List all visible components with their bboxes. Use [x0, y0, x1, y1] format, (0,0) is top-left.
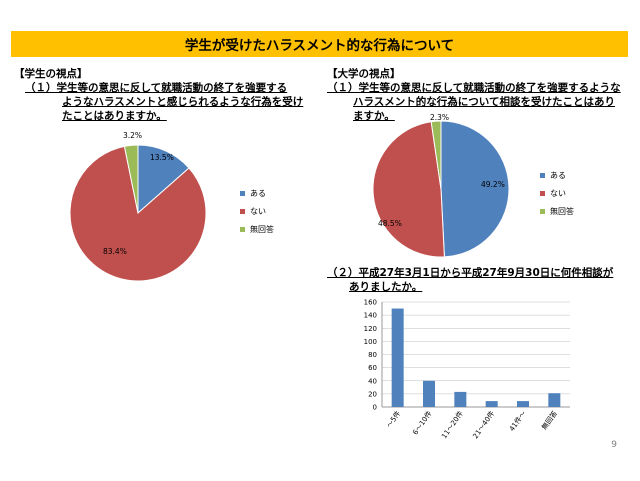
y-tick-label: 100	[364, 338, 377, 346]
pie-slice	[69, 145, 207, 282]
right-question: （１）学生等の意思に反して就職活動の終了を強要するような ハラスメント的な行為に…	[327, 81, 621, 123]
pie-slice	[430, 120, 442, 190]
right-section-label: 【大学の視点】	[327, 68, 401, 80]
left-question-line: たことはありますか。	[62, 110, 167, 122]
pie-slice	[372, 121, 445, 258]
pie-slice	[123, 144, 139, 214]
legend-item: 無回答	[240, 223, 274, 236]
legend-item: ない	[540, 187, 574, 200]
pie-data-label: 13.5%	[150, 153, 174, 162]
legend-label: ある	[550, 171, 566, 180]
legend-item: 無回答	[540, 205, 574, 218]
title-banner: 学生が受けたハラスメント的な行為について	[11, 31, 628, 57]
bar	[454, 391, 467, 407]
x-tick-label: 41件～	[507, 409, 528, 433]
y-tick-label: 120	[364, 325, 377, 333]
y-tick-label: 0	[373, 404, 377, 412]
legend-item: ある	[540, 169, 574, 182]
legend-item: ある	[240, 187, 274, 200]
left-legend: ある ない 無回答	[240, 187, 274, 241]
legend-label: ない	[250, 207, 266, 216]
right-question-2: （２）平成27年3月1日から平成27年9月30日に何件相談が ありましたか。	[327, 266, 613, 294]
x-tick-label: 21～40件	[471, 409, 497, 440]
legend-label: 無回答	[250, 225, 274, 234]
y-tick-label: 140	[364, 312, 377, 320]
pie-data-label: 3.2%	[123, 131, 142, 140]
bar	[517, 401, 529, 407]
left-section-label: 【学生の視点】	[14, 68, 88, 80]
right-question2-line: ありましたか。	[349, 281, 423, 293]
right-question-line: ハラスメント的な行為について相談を受けたことはあり	[353, 96, 615, 108]
bar	[391, 308, 404, 407]
y-tick-label: 160	[364, 299, 377, 307]
student-pie: 13.5% 83.4% 3.2%	[69, 131, 207, 282]
left-question-line: ようなハラスメントと感じられるような行為を受け	[62, 96, 304, 108]
bar	[423, 380, 435, 407]
university-pie: 49.2% 48.5% 2.3%	[372, 113, 510, 258]
x-tick-label: 11～20件	[439, 409, 465, 440]
legend-label: 無回答	[550, 207, 574, 216]
right-question2-line: （２）平成27年3月1日から平成27年9月30日に何件相談が	[327, 267, 614, 279]
page-title: 学生が受けたハラスメント的な行為について	[184, 38, 455, 54]
pie-data-label: 48.5%	[378, 219, 402, 228]
page-number: 9	[611, 440, 617, 450]
pie-data-label: 49.2%	[481, 180, 505, 189]
legend-item: ない	[240, 205, 274, 218]
y-tick-label: 60	[368, 364, 377, 372]
left-question-line: （１）学生等の意思に反して就職活動の終了を強要する	[25, 82, 288, 94]
pie-data-label: 2.3%	[430, 113, 449, 122]
x-tick-label: ～5件	[384, 409, 402, 429]
y-tick-label: 20	[368, 390, 377, 398]
right-question-line: （１）学生等の意思に反して就職活動の終了を強要するような	[327, 82, 621, 94]
legend-label: ない	[550, 189, 566, 198]
consultation-bar-chart: 0 20 40 60 80 100 120 140 160 ～5件 6～10件 11～20件 21～40…	[364, 299, 570, 440]
pie-slice	[137, 144, 190, 215]
x-tick-label: 無回答	[540, 409, 559, 431]
y-tick-label: 40	[368, 377, 377, 385]
bar	[485, 401, 498, 407]
bar	[548, 393, 561, 407]
pie-slice	[440, 120, 510, 258]
y-tick-label: 80	[368, 351, 377, 359]
left-question: （１）学生等の意思に反して就職活動の終了を強要する ようなハラスメントと感じられ…	[25, 81, 303, 123]
right-legend: ある ない 無回答	[540, 169, 574, 223]
pie-data-label: 83.4%	[103, 247, 127, 256]
right-question-line: ますか。	[353, 110, 395, 122]
legend-label: ある	[250, 189, 266, 198]
x-tick-label: 6～10件	[411, 409, 434, 437]
